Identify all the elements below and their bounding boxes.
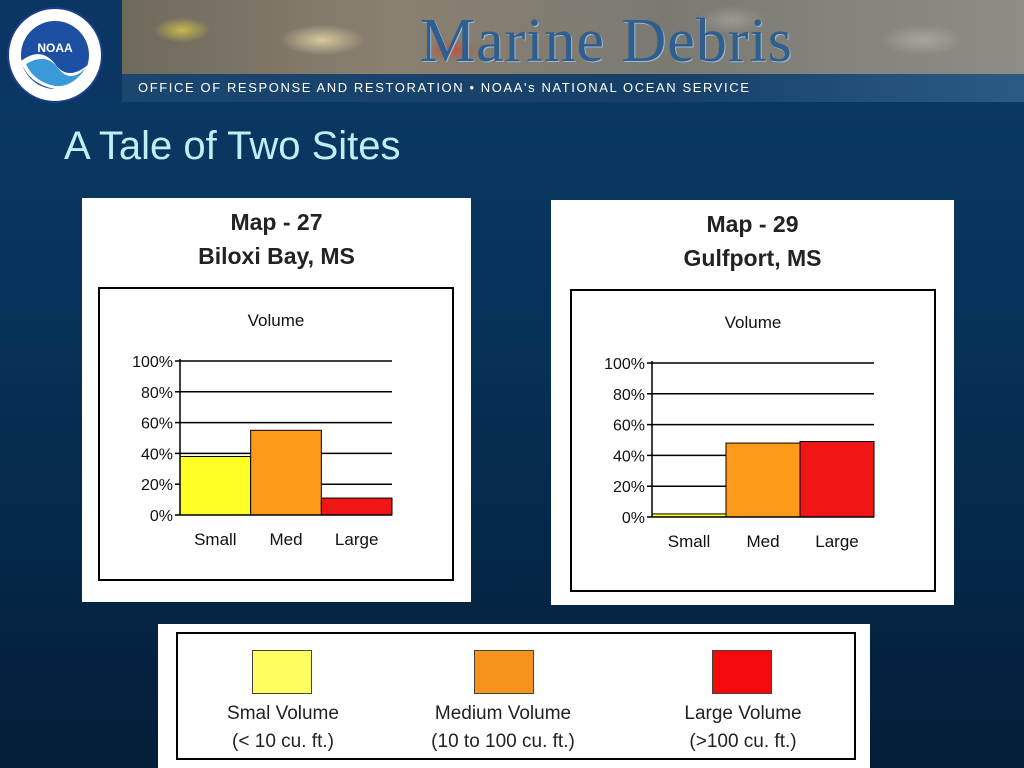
chart-panel-biloxi: Map - 27 Biloxi Bay, MS Volume 100% 80% 60… <box>82 198 471 602</box>
bar-large <box>799 441 875 518</box>
y-tick-label: 60% <box>141 416 173 433</box>
x-tick-label: Small <box>194 530 237 549</box>
chart-frame: Volume 100% 80% 60% 40% 20% 0% Small Med Large <box>98 287 454 581</box>
bar-chart-biloxi: 100% 80% 60% 40% 20% 0% Small Med Large <box>132 354 393 549</box>
legend-swatch-medium <box>474 650 534 694</box>
y-tick-label: 0% <box>150 508 173 525</box>
y-tick-label: 100% <box>132 354 173 371</box>
x-tick-label: Large <box>815 532 858 551</box>
tagline-bar: OFFICE OF RESPONSE AND RESTORATION • NOA… <box>122 74 1024 102</box>
bar-med <box>250 429 322 516</box>
y-tick-label: 20% <box>613 479 645 496</box>
legend-label: Medium Volume <box>434 703 572 724</box>
bar-med <box>725 442 801 518</box>
chart-inner-title: Volume <box>247 311 305 330</box>
y-tick-label: 20% <box>141 477 173 494</box>
y-tick-label: 40% <box>141 446 173 463</box>
legend-item-medium: Medium Volume (10 to 100 cu. ft.) <box>408 700 598 756</box>
legend-label: Large Volume <box>684 703 802 724</box>
legend-swatch-large <box>712 650 772 694</box>
legend-range: (< 10 cu. ft.) <box>232 731 334 752</box>
legend-range: (10 to 100 cu. ft.) <box>431 731 575 752</box>
legend-item-large: Large Volume (>100 cu. ft.) <box>658 700 828 756</box>
y-tick-label: 60% <box>613 418 645 435</box>
legend-range: (>100 cu. ft.) <box>689 731 797 752</box>
y-tick-label: 80% <box>141 385 173 402</box>
bar-small <box>179 455 252 516</box>
y-tick-label: 40% <box>613 448 645 465</box>
banner-title: Marine Debris <box>420 7 793 75</box>
x-tick-label: Small <box>668 532 711 551</box>
x-tick-label: Med <box>746 532 779 551</box>
bar-chart-gulfport: 100% 80% 60% 40% 20% 0% Small Med Large <box>604 356 875 551</box>
chart-subtitle: Biloxi Bay, MS <box>198 243 355 269</box>
chart-title: Map - 29 <box>706 211 799 237</box>
x-tick-label: Large <box>335 530 378 549</box>
logo-text: NOAA <box>37 41 73 55</box>
x-tick-label: Med <box>269 530 302 549</box>
legend-panel: Smal Volume (< 10 cu. ft.) Medium Volume… <box>158 624 870 768</box>
legend-item-small: Smal Volume (< 10 cu. ft.) <box>208 700 358 756</box>
chart-title: Map - 27 <box>230 209 323 235</box>
y-tick-label: 100% <box>604 356 645 373</box>
debris-photo <box>122 0 1024 74</box>
y-tick-label: 0% <box>622 510 645 527</box>
chart-subtitle: Gulfport, MS <box>683 245 822 271</box>
y-tick-label: 80% <box>613 387 645 404</box>
chart-panel-gulfport: Map - 29 Gulfport, MS Volume 100% 80% 60% 4… <box>551 200 954 605</box>
chart-inner-title: Volume <box>724 313 782 332</box>
chart-frame: Volume 100% 80% 60% 40% 20% 0% Small Med Large <box>570 289 936 592</box>
header-banner: NOAA Marine Debris OFFICE OF RESPONSE AN… <box>0 0 1024 104</box>
legend-label: Smal Volume <box>227 703 339 724</box>
legend-swatch-small <box>252 650 312 694</box>
legend-box: Smal Volume (< 10 cu. ft.) Medium Volume… <box>176 632 856 760</box>
tagline: OFFICE OF RESPONSE AND RESTORATION • NOA… <box>138 80 751 95</box>
bar-large <box>320 497 393 516</box>
noaa-logo: NOAA <box>6 6 104 104</box>
slide-title: A Tale of Two Sites <box>64 124 401 168</box>
